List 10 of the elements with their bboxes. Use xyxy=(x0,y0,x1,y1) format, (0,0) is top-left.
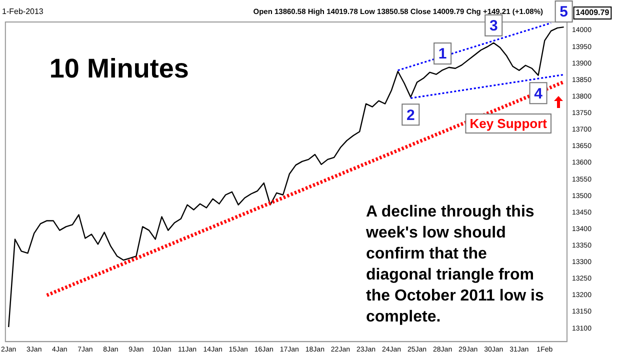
text: 1-Feb-2013 xyxy=(2,7,44,16)
annotation: Key Support xyxy=(470,116,548,132)
annotation: 4 xyxy=(534,85,544,102)
annotation: 1 xyxy=(438,46,447,63)
annotation: 2 xyxy=(406,106,415,124)
text: 10 Minutes xyxy=(49,53,189,84)
annotation: A decline through this week's low should confirm that the diagonal triangle from the October 2011 low is complete. xyxy=(365,203,544,326)
annotation: 5 xyxy=(560,4,568,21)
data-label: 14009.79 xyxy=(576,8,610,18)
annotation: 3 xyxy=(489,18,498,35)
